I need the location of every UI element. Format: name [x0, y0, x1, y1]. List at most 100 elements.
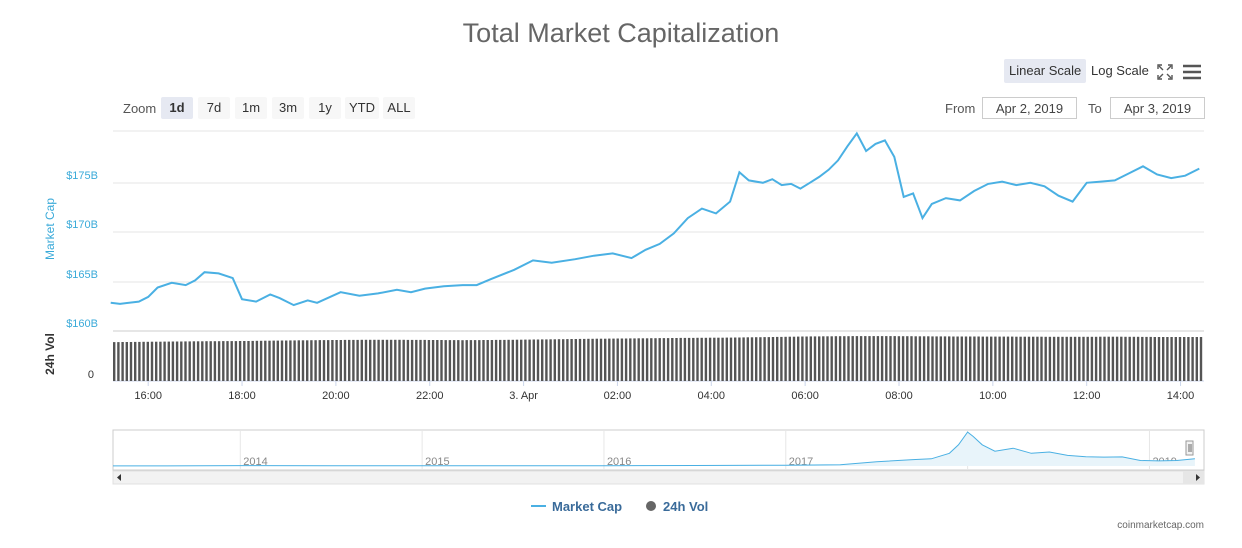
linear-scale-button[interactable]: Linear Scale — [1004, 59, 1087, 83]
volume-bar — [889, 336, 892, 381]
volume-bar — [671, 338, 674, 381]
zoom-3m-button[interactable]: 3m — [272, 97, 304, 119]
volume-bar — [524, 339, 527, 381]
from-date-input[interactable]: Apr 2, 2019 — [982, 97, 1077, 119]
volume-bar — [897, 336, 901, 381]
volume-bar — [700, 337, 703, 381]
volume-bar — [952, 336, 955, 381]
volume-bar — [788, 336, 791, 381]
credit-link[interactable]: coinmarketcap.com — [1117, 520, 1204, 531]
to-date-input[interactable]: Apr 3, 2019 — [1110, 97, 1205, 119]
volume-bar — [595, 338, 598, 381]
volume-bar — [217, 341, 221, 381]
volume-bar — [641, 338, 645, 381]
volume-bar — [645, 338, 649, 381]
volume-bar — [679, 337, 682, 381]
volume-bar — [268, 340, 271, 381]
volume-bar — [755, 337, 758, 381]
volume-bar — [1002, 336, 1005, 381]
volume-bar — [1141, 336, 1144, 381]
volume-bar — [322, 340, 326, 381]
volume-bar — [318, 340, 321, 381]
volume-bar — [117, 342, 120, 381]
volume-bar — [885, 336, 888, 381]
volume-bar — [599, 338, 603, 381]
fullscreen-icon[interactable] — [1157, 64, 1173, 80]
volume-bar — [129, 342, 133, 381]
volume-bar — [205, 341, 208, 381]
volume-bar — [935, 336, 938, 381]
volume-bar — [985, 336, 989, 381]
zoom-1d-button[interactable]: 1d — [161, 97, 193, 119]
volume-bar — [943, 336, 947, 381]
volume-bar — [469, 340, 473, 381]
volume-bar — [746, 337, 749, 381]
volume-bar — [436, 340, 439, 381]
scroll-right-arrow-icon — [1196, 474, 1200, 481]
x-axis-ticks: 16:00 18:00 20:00 22:00 3. Apr 02:00 04:00 06:0… — [134, 381, 1194, 402]
volume-bar — [251, 340, 254, 381]
volume-bar — [520, 339, 523, 381]
volume-bar — [348, 339, 351, 381]
hamburger-menu-icon[interactable] — [1182, 64, 1202, 80]
legend-market-cap[interactable]: Market Cap — [552, 499, 623, 514]
volume-bar — [1149, 336, 1152, 381]
volume-bar — [956, 336, 959, 381]
volume-bar — [922, 336, 926, 381]
zoom-1m-button[interactable]: 1m — [235, 97, 267, 119]
volume-bar — [402, 339, 405, 381]
volume-bar — [1124, 336, 1127, 381]
volume-bar — [381, 339, 384, 381]
x-tick-label: 08:00 — [885, 390, 913, 402]
volume-bar — [1082, 336, 1085, 381]
volume-bar — [960, 336, 963, 381]
volume-bar — [209, 341, 212, 381]
volume-bar — [230, 341, 233, 381]
volume-bar — [838, 336, 842, 381]
volume-bar — [301, 340, 305, 381]
volume-bar — [738, 337, 741, 381]
volume-bar — [633, 338, 636, 381]
volume-bar — [226, 341, 229, 381]
volume-bar — [507, 339, 510, 381]
volume-bar — [990, 336, 993, 381]
volume-bar — [180, 341, 183, 381]
volume-bar — [297, 340, 300, 381]
volume-bar — [486, 340, 489, 381]
volume-bar — [121, 342, 124, 381]
volume-bar — [1120, 336, 1123, 381]
volume-bar — [830, 336, 833, 381]
volume-bar — [452, 340, 456, 381]
volume-bar — [234, 341, 238, 381]
legend-volume[interactable]: 24h Vol — [663, 499, 709, 514]
zoom-1y-button[interactable]: 1y — [309, 97, 341, 119]
volume-bar — [587, 338, 590, 381]
volume-bar — [113, 342, 116, 381]
volume-bar — [792, 336, 796, 381]
volume-bar — [851, 336, 854, 381]
volume-bar — [255, 340, 259, 381]
x-tick-label: 3. Apr — [509, 390, 538, 402]
volume-bar — [566, 339, 569, 381]
volume-bar — [285, 340, 288, 381]
volume-bar — [272, 340, 275, 381]
volume-bar — [482, 340, 485, 381]
volume-bar — [163, 341, 166, 381]
volume-bar — [981, 336, 984, 381]
zoom-ytd-button[interactable]: YTD — [345, 97, 379, 119]
volume-bar — [914, 336, 917, 381]
volume-bar — [717, 337, 720, 381]
volume-bar — [780, 336, 783, 381]
volume-bar — [536, 339, 540, 381]
volume-bar — [818, 336, 821, 381]
log-scale-button[interactable]: Log Scale — [1091, 63, 1149, 78]
volume-bar — [306, 340, 309, 381]
volume-bar — [394, 339, 397, 381]
zoom-7d-button[interactable]: 7d — [198, 97, 230, 119]
zoom-all-button[interactable]: ALL — [383, 97, 415, 119]
volume-bar — [931, 336, 934, 381]
volume-bar — [650, 338, 653, 381]
volume-bar — [511, 339, 514, 381]
volume-bar — [1040, 336, 1043, 381]
volume-bar — [977, 336, 980, 381]
